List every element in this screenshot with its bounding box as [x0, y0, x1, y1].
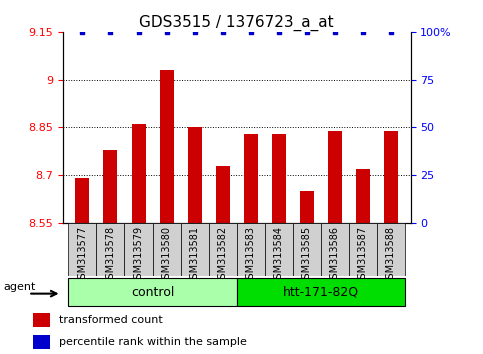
Point [191, 29, 199, 35]
Bar [75, 178, 89, 223]
Text: percentile rank within the sample: percentile rank within the sample [59, 337, 247, 347]
Point [275, 29, 283, 35]
Bar [153, 223, 181, 276]
Point [303, 29, 311, 35]
Bar [237, 278, 405, 306]
Bar [209, 223, 237, 276]
Bar [125, 223, 153, 276]
Text: agent: agent [3, 282, 36, 292]
Text: GSM313586: GSM313586 [330, 226, 340, 285]
Bar [265, 223, 293, 276]
Point [387, 29, 395, 35]
Point [79, 29, 86, 35]
Text: GSM313580: GSM313580 [161, 226, 171, 285]
Bar [215, 166, 229, 223]
Point [247, 29, 255, 35]
Text: GSM313581: GSM313581 [190, 226, 199, 285]
Text: GSM313579: GSM313579 [133, 226, 143, 285]
Text: GSM313578: GSM313578 [105, 226, 115, 285]
Bar [384, 131, 398, 223]
Bar [97, 223, 125, 276]
Bar [349, 223, 377, 276]
Bar [300, 191, 314, 223]
Bar [187, 127, 201, 223]
Bar [131, 124, 145, 223]
Text: GSM313584: GSM313584 [274, 226, 284, 285]
Bar [272, 134, 286, 223]
Bar [33, 313, 50, 327]
Point [359, 29, 367, 35]
Text: GSM313582: GSM313582 [218, 226, 227, 285]
Text: control: control [131, 286, 174, 298]
Bar [356, 169, 370, 223]
Text: GSM313583: GSM313583 [246, 226, 256, 285]
Bar [69, 278, 237, 306]
Bar [377, 223, 405, 276]
Bar [293, 223, 321, 276]
Point [331, 29, 339, 35]
Point [135, 29, 142, 35]
Title: GDS3515 / 1376723_a_at: GDS3515 / 1376723_a_at [140, 14, 334, 30]
Bar [328, 131, 342, 223]
Bar [244, 134, 258, 223]
Text: transformed count: transformed count [59, 315, 163, 325]
Bar [181, 223, 209, 276]
Bar [159, 70, 173, 223]
Point [107, 29, 114, 35]
Point [163, 29, 170, 35]
Text: htt-171-82Q: htt-171-82Q [283, 286, 359, 298]
Bar [69, 223, 97, 276]
Point [219, 29, 227, 35]
Text: GSM313585: GSM313585 [302, 226, 312, 285]
Text: GSM313587: GSM313587 [358, 226, 368, 285]
Bar [237, 223, 265, 276]
Bar [103, 150, 117, 223]
Bar [321, 223, 349, 276]
Text: GSM313577: GSM313577 [77, 226, 87, 285]
Text: GSM313588: GSM313588 [386, 226, 396, 285]
Bar [33, 335, 50, 349]
